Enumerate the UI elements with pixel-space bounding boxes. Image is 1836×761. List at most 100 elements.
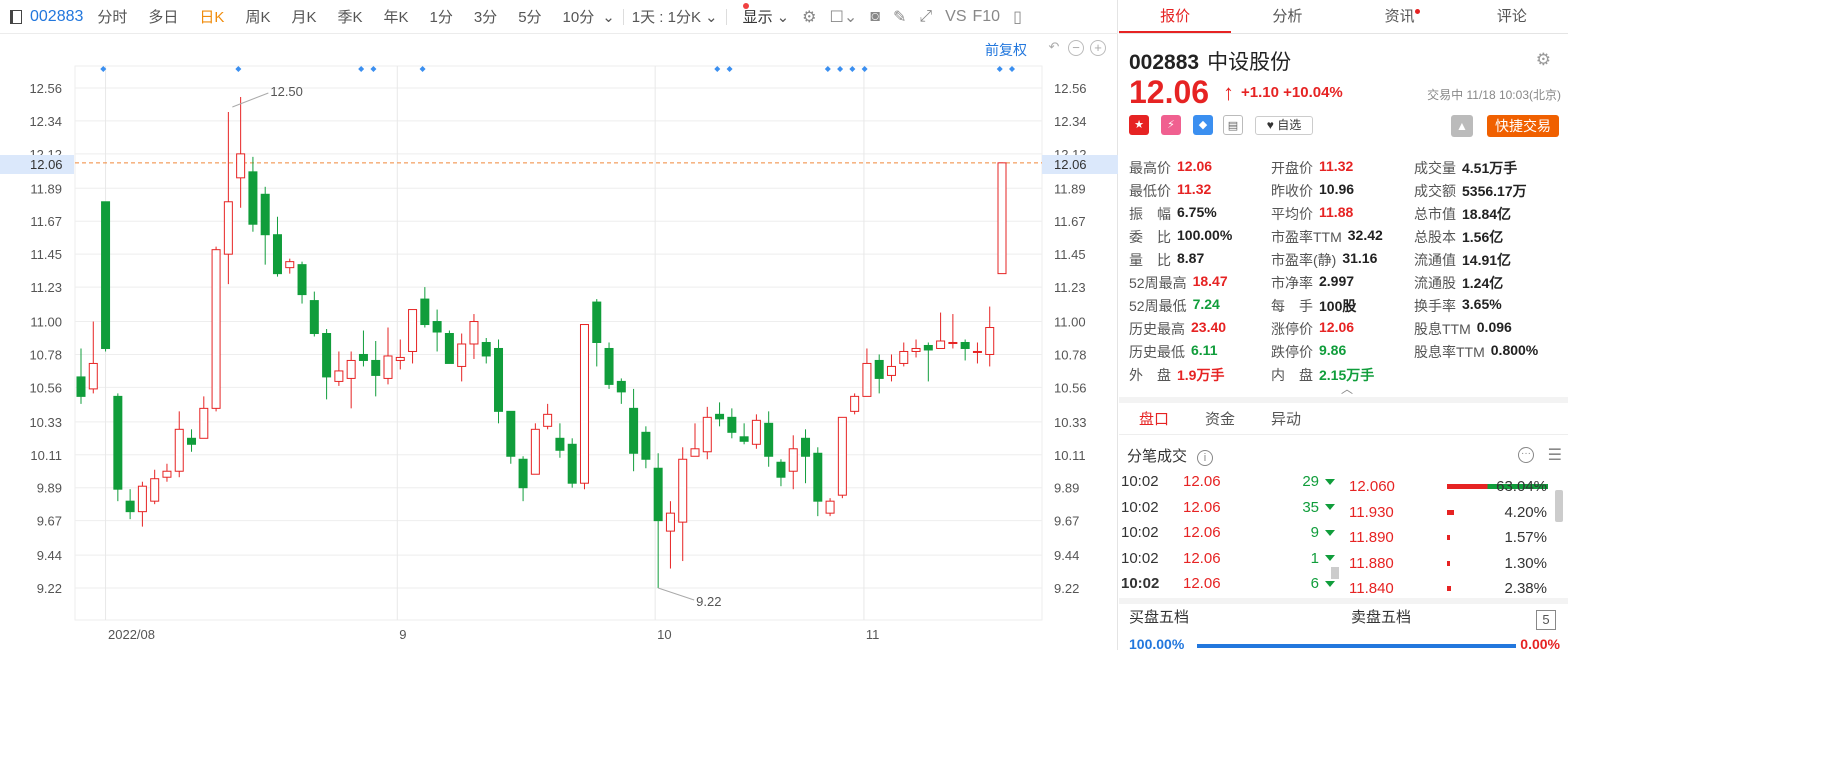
- tab-news[interactable]: 资讯: [1344, 0, 1456, 33]
- quote-cell: 最低价 11.32: [1129, 181, 1271, 201]
- candle-body: [727, 416, 737, 433]
- quote-value: 6.75%: [1177, 203, 1217, 220]
- sidebar-toggle-icon[interactable]: ▯: [1013, 8, 1022, 26]
- buy-ratio: 100.00%: [1129, 636, 1185, 652]
- period-more-chevron-icon[interactable]: ⌄: [602, 8, 615, 26]
- level-selector-button[interactable]: 5: [1536, 610, 1556, 630]
- quote-row: 委 比 100.00% 市盈率TTM 32.42 总股本 1.56亿: [1129, 225, 1569, 248]
- candle-body: [641, 431, 651, 460]
- zoom-out-icon[interactable]: −: [1068, 40, 1084, 56]
- compare-vs-button[interactable]: VS: [945, 7, 967, 25]
- quote-value: 2.15万手: [1319, 366, 1375, 383]
- add-watchlist-button[interactable]: ♥ 自选: [1255, 116, 1313, 135]
- color-box-icon[interactable]: ☐⌄: [829, 8, 858, 26]
- stock-code[interactable]: 002883: [30, 7, 84, 25]
- candle-body: [137, 485, 147, 513]
- period-monthly[interactable]: 月K: [291, 9, 317, 26]
- f10-button[interactable]: F10: [972, 7, 1001, 25]
- sell-down-icon: [1325, 504, 1335, 511]
- candle-body: [150, 478, 160, 502]
- high-marker-line: [232, 92, 269, 108]
- lightning-icon[interactable]: ⚡: [1161, 115, 1181, 135]
- list-view-icon[interactable]: ☰: [1547, 447, 1562, 464]
- y-tick-label-left: 12.56: [29, 81, 62, 96]
- candle-body: [837, 416, 847, 496]
- period-3min[interactable]: 3分: [473, 9, 498, 26]
- candle-body: [518, 458, 528, 489]
- display-chevron-icon[interactable]: ⌄: [776, 8, 790, 26]
- period-10min[interactable]: 10分: [562, 9, 595, 26]
- panel-toggle-icon[interactable]: [10, 9, 22, 24]
- interval-select[interactable]: 1天 : 1分K: [631, 9, 701, 26]
- kline-chart[interactable]: 12.5612.5612.3412.3412.1212.1211.8911.89…: [0, 34, 1118, 650]
- quote-label: 最高价: [1129, 159, 1171, 176]
- quote-value: 100.00%: [1177, 226, 1233, 243]
- period-1min[interactable]: 1分: [429, 9, 453, 26]
- candle-body: [334, 370, 344, 382]
- period-multiday[interactable]: 多日: [148, 9, 179, 26]
- sell-five-label: 卖盘五档: [1351, 608, 1412, 626]
- tick-volume: 29: [1302, 473, 1319, 491]
- candle-body: [395, 356, 405, 361]
- period-daily[interactable]: 日K: [199, 9, 225, 26]
- candle-body: [997, 162, 1007, 275]
- toolbar-divider: [725, 8, 727, 25]
- quote-row: 最低价 11.32 昨收价 10.96 成交额 5356.17万: [1129, 179, 1569, 202]
- scrollbar-thumb[interactable]: [1555, 490, 1563, 522]
- period-yearly[interactable]: 年K: [383, 9, 409, 26]
- tab-fund[interactable]: 资金: [1205, 411, 1236, 428]
- period-quarterly[interactable]: 季K: [337, 9, 363, 26]
- note-icon[interactable]: ▤: [1223, 115, 1243, 135]
- quote-cell: 总市值 18.84亿: [1414, 204, 1569, 224]
- tick-price: 12.06: [1183, 498, 1221, 516]
- scrollbar-mini[interactable]: [1331, 567, 1339, 579]
- quote-row: 52周最低 7.24 每 手 100股 换手率 3.65%: [1129, 294, 1569, 317]
- quote-value: 8.87: [1177, 249, 1205, 266]
- candle-body: [358, 353, 368, 361]
- tick-row: 10:02 12.06 29: [1121, 469, 1341, 495]
- quote-row: 振 幅 6.75% 平均价 11.88 总市值 18.84亿: [1129, 202, 1569, 225]
- expand-caret-icon[interactable]: ︿: [1341, 382, 1354, 396]
- china-flag-icon[interactable]: ★: [1129, 115, 1149, 135]
- gear-icon[interactable]: ⚙: [1535, 50, 1551, 69]
- bell-icon[interactable]: ▲: [1451, 115, 1473, 137]
- quick-trade-button[interactable]: 快捷交易: [1487, 115, 1559, 137]
- fullscreen-icon[interactable]: ⤢: [919, 7, 933, 25]
- tab-analysis[interactable]: 分析: [1272, 8, 1303, 25]
- info-icon[interactable]: i: [1197, 450, 1214, 466]
- quote-cell: 市盈率(静) 31.16: [1271, 250, 1414, 270]
- tag-icon[interactable]: ◆: [1193, 115, 1213, 135]
- change-percent: +10.04%: [1283, 84, 1343, 101]
- period-intraday[interactable]: 分时: [97, 9, 128, 26]
- candle-body: [199, 407, 209, 439]
- draw-pencil-icon[interactable]: ✎: [892, 8, 907, 26]
- quote-row: 历史最低 6.11 跌停价 9.86 股息率TTM 0.800%: [1129, 340, 1569, 363]
- quote-cell: 历史最高 23.40: [1129, 319, 1271, 339]
- candle-body: [985, 327, 995, 355]
- candle-body: [236, 153, 246, 179]
- quote-cell: 流通值 14.91亿: [1414, 250, 1569, 270]
- adjust-mode-button[interactable]: 前复权: [985, 42, 1027, 58]
- sell-down-icon: [1325, 529, 1335, 536]
- quote-value: 1.24亿: [1462, 274, 1504, 291]
- period-5min[interactable]: 5分: [518, 9, 542, 26]
- quote-label: 每 手: [1271, 297, 1313, 314]
- tab-orderbook[interactable]: 盘口: [1139, 411, 1170, 428]
- interval-chevron-icon[interactable]: ⌄: [705, 8, 718, 26]
- more-options-icon[interactable]: ···: [1518, 447, 1534, 463]
- undo-icon[interactable]: ↶: [1048, 39, 1060, 54]
- tab-unusual[interactable]: 异动: [1271, 411, 1302, 428]
- tab-quote[interactable]: 报价: [1119, 0, 1232, 33]
- candle-body: [494, 347, 504, 412]
- event-marker-icon: [996, 66, 1003, 72]
- quote-cell: 跌停价 9.86: [1271, 342, 1414, 362]
- period-weekly[interactable]: 周K: [245, 9, 271, 26]
- event-marker-icon: [235, 66, 242, 72]
- quote-label: 外 盘: [1129, 366, 1171, 383]
- camera-icon[interactable]: ◙: [870, 7, 880, 25]
- display-menu[interactable]: 显示: [742, 9, 773, 26]
- y-tick-label-left: 11.45: [30, 247, 62, 262]
- settings-gear-icon[interactable]: ⚙: [802, 8, 817, 26]
- zoom-in-icon[interactable]: +: [1090, 40, 1106, 56]
- tab-comments[interactable]: 评论: [1496, 8, 1527, 25]
